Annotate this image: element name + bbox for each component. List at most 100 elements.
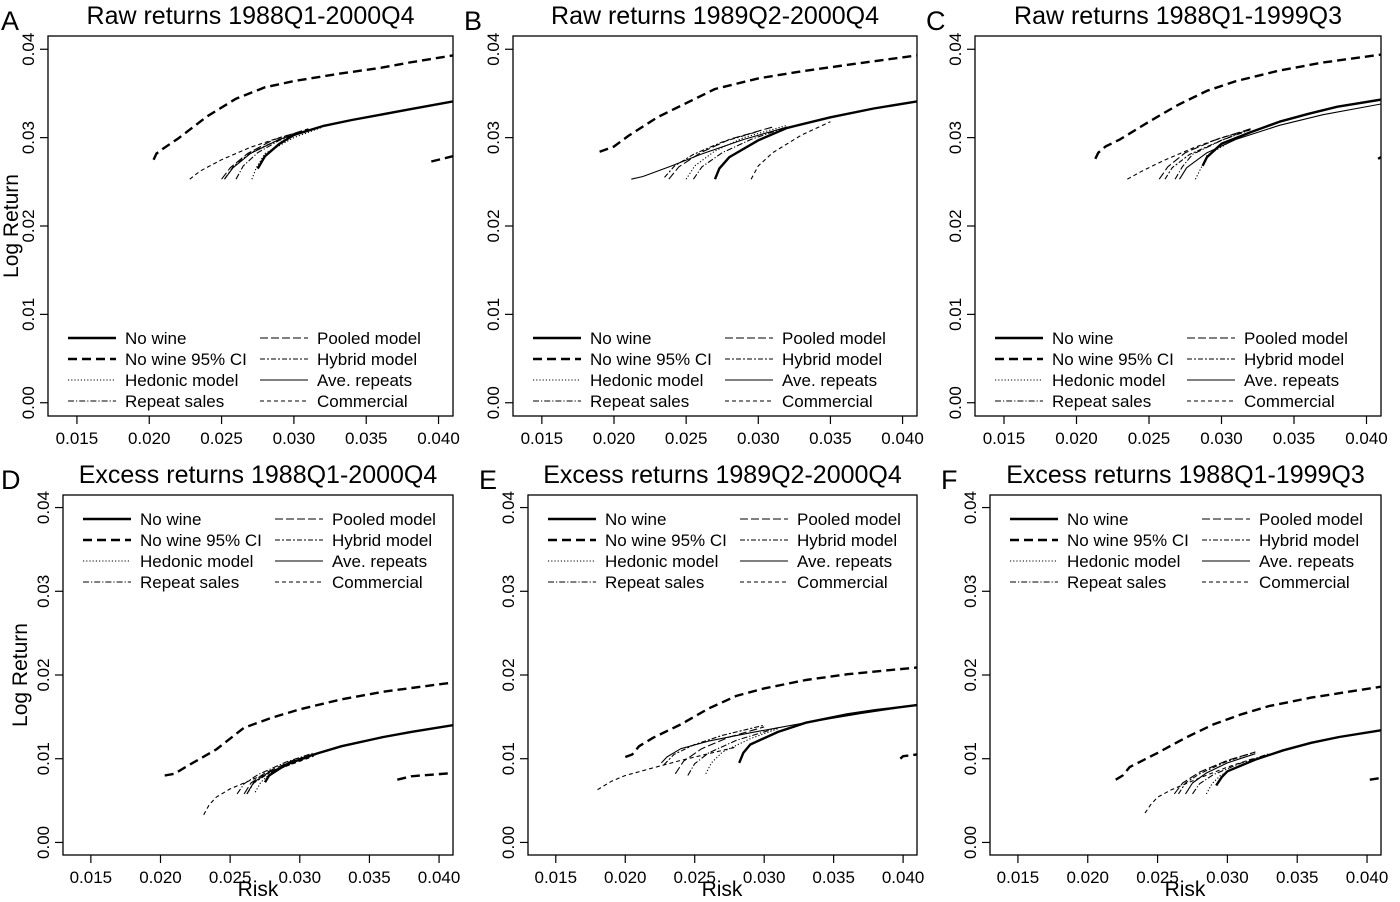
series-line-no-wine-95-ci <box>152 54 453 161</box>
x-tick-label: 0.035 <box>812 868 855 887</box>
x-tick-label: 0.040 <box>1346 868 1389 887</box>
x-axis-label-1: Risk <box>238 878 279 901</box>
series-line-no-wine <box>738 703 917 764</box>
y-tick-label: 0.02 <box>499 658 518 691</box>
chart-title: Excess returns 1988Q1-1999Q3 <box>1006 461 1365 489</box>
legend: No wine No wine 95% CI Hedonic model Repeat… <box>1010 510 1363 592</box>
y-tick-label: 0.02 <box>484 209 503 242</box>
x-tick-label: 0.015 <box>535 868 578 887</box>
x-tick-label: 0.040 <box>1345 429 1388 448</box>
panel-letter: F <box>941 465 958 495</box>
legend-label: No wine 95% CI <box>1052 350 1174 369</box>
legend: No wine No wine 95% CI Hedonic model Repeat… <box>68 329 421 411</box>
series-line-hedonic-model <box>685 124 788 180</box>
legend-label: Commercial <box>317 392 408 411</box>
legend-label: No wine <box>590 329 651 348</box>
legend-label: Repeat sales <box>1067 573 1166 592</box>
series-line-ave-repeats <box>631 126 788 180</box>
x-tick-label: 0.030 <box>1206 868 1249 887</box>
series-line-repeat-sales <box>236 752 314 795</box>
x-tick-label: 0.025 <box>1128 429 1171 448</box>
legend-label: No wine 95% CI <box>1067 531 1189 550</box>
series-line-no-wine-95-ci <box>1094 53 1381 160</box>
legend-label: Hedonic model <box>605 552 718 571</box>
legend-label: Commercial <box>1244 392 1335 411</box>
series-line-hybrid-model <box>246 749 328 795</box>
series-line-no-wine-95-ci <box>599 54 917 153</box>
chart-title: Raw returns 1989Q2-2000Q4 <box>551 2 879 30</box>
y-tick-label: 0.01 <box>19 298 38 331</box>
y-tick-label: 0.04 <box>961 491 980 524</box>
series-line-commercial <box>189 129 309 180</box>
legend-label: No wine <box>1067 510 1128 529</box>
chart-title: Raw returns 1988Q1-2000Q4 <box>87 2 415 30</box>
x-tick-label: 0.015 <box>983 429 1026 448</box>
series-line-no-wine <box>1201 98 1381 167</box>
x-tick-label: 0.035 <box>348 868 391 887</box>
series-line-pooled-model <box>674 726 765 775</box>
y-tick-label: 0.02 <box>34 658 53 691</box>
series-line-no-wine <box>1215 729 1381 787</box>
x-tick-label: 0.025 <box>1136 868 1179 887</box>
series-line-repeat-sales <box>692 126 788 180</box>
y-tick-label: 0.04 <box>484 33 503 66</box>
series-line-no-wine <box>713 100 917 180</box>
panel-letter: A <box>1 6 19 36</box>
series-line-hedonic-model <box>1205 753 1270 795</box>
y-tick-label: 0.03 <box>499 575 518 608</box>
x-tick-label: 0.030 <box>1200 429 1243 448</box>
y-tick-label: 0.01 <box>484 298 503 331</box>
series-line-pooled-model <box>221 128 309 180</box>
legend-label: Repeat sales <box>140 573 239 592</box>
x-tick-label: 0.020 <box>593 429 636 448</box>
legend: No wine No wine 95% CI Hedonic model Repeat… <box>548 510 901 592</box>
x-tick-label: 0.035 <box>1276 868 1319 887</box>
x-tick-label: 0.030 <box>273 429 316 448</box>
series-line-ave-repeats <box>224 129 309 180</box>
series-group <box>597 666 917 791</box>
legend-label: Hybrid model <box>332 531 432 550</box>
x-tick-label: 0.020 <box>604 868 647 887</box>
series-line-no-wine-95-ci <box>164 681 453 777</box>
y-tick-label: 0.01 <box>499 742 518 775</box>
y-tick-label: 0.03 <box>946 121 965 154</box>
y-tick-label: 0.00 <box>499 826 518 859</box>
x-tick-label: 0.030 <box>279 868 322 887</box>
series-line-commercial <box>1144 757 1256 814</box>
series-line-commercial <box>1127 129 1251 180</box>
y-tick-label: 0.02 <box>961 658 980 691</box>
y-tick-label: 0.02 <box>946 209 965 242</box>
series-line-no-wine-95-ci-lower <box>899 753 917 760</box>
y-tick-label: 0.02 <box>19 209 38 242</box>
series-line-no-wine-95-ci <box>1115 685 1381 781</box>
y-tick-label: 0.01 <box>961 742 980 775</box>
legend-label: Hybrid model <box>317 350 417 369</box>
y-tick-label: 0.01 <box>946 298 965 331</box>
y-tick-label: 0.03 <box>484 121 503 154</box>
legend-label: Ave. repeats <box>797 552 892 571</box>
legend-label: Pooled model <box>782 329 886 348</box>
legend-label: Hedonic model <box>590 371 703 390</box>
legend-label: Repeat sales <box>590 392 689 411</box>
legend-label: Commercial <box>1259 573 1350 592</box>
x-tick-label: 0.025 <box>673 868 716 887</box>
series-line-repeat-sales <box>235 129 309 180</box>
legend-label: Commercial <box>332 573 423 592</box>
series-line-hedonic-model <box>705 728 779 775</box>
series-group <box>599 54 917 180</box>
chart-title: Excess returns 1988Q1-2000Q4 <box>79 461 438 489</box>
legend-label: Ave. repeats <box>1244 371 1339 390</box>
legend-label: No wine <box>140 510 201 529</box>
x-tick-label: 0.015 <box>70 868 113 887</box>
series-line-no-wine <box>263 724 453 783</box>
x-tick-label: 0.015 <box>521 429 564 448</box>
y-axis-label-bottom: Log Return <box>9 623 32 727</box>
x-tick-label: 0.030 <box>743 868 786 887</box>
y-axis-label-top: Log Return <box>0 174 23 278</box>
series-line-hybrid-model <box>1178 751 1256 795</box>
y-tick-label: 0.00 <box>484 386 503 419</box>
legend-label: No wine 95% CI <box>125 350 247 369</box>
y-tick-label: 0.00 <box>19 386 38 419</box>
series-line-hybrid-model <box>1164 128 1251 180</box>
x-axis-label-3: Risk <box>1165 878 1206 901</box>
